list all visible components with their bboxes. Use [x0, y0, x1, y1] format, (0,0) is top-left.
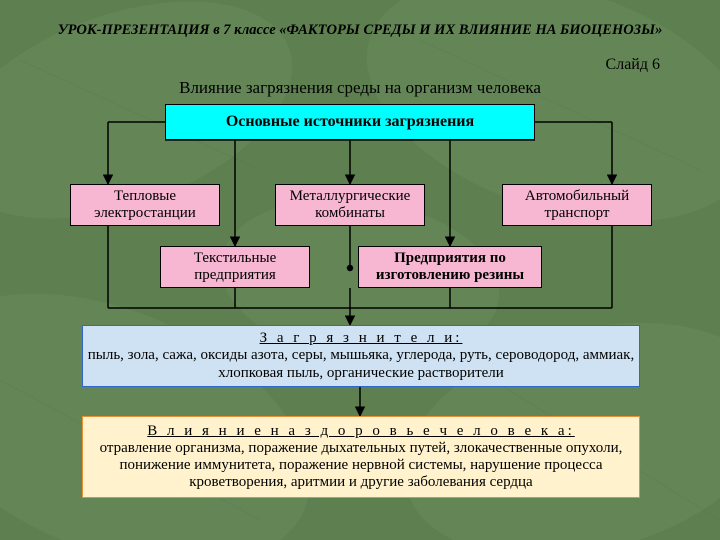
source-rubber: Предприятия по изготовлению резины	[358, 246, 542, 288]
slide-number: Слайд 6	[606, 56, 660, 74]
health-body: отравление организма, поражение дыхатель…	[87, 440, 635, 492]
source-textile: Текстильные предприятия	[160, 246, 310, 288]
source-metallurgy: Металлургические комбинаты	[275, 184, 425, 226]
source-auto: Автомобильный транспорт	[502, 184, 652, 226]
slide-subtitle: Влияние загрязнения среды на организм че…	[0, 78, 720, 98]
pollutants-box: З а г р я з н и т е л и: пыль, зола, саж…	[82, 325, 640, 387]
pollutants-body: пыль, зола, сажа, оксиды азота, серы, мы…	[87, 347, 635, 382]
health-box: В л и я н и е н а з д о р о в ь е ч е л …	[82, 416, 640, 498]
main-source-box: Основные источники загрязнения	[165, 104, 535, 140]
source-thermal: Тепловые электростанции	[70, 184, 220, 226]
lesson-title: УРОК-ПРЕЗЕНТАЦИЯ в 7 классе «ФАКТОРЫ СРЕ…	[0, 22, 720, 39]
health-header: В л и я н и е н а з д о р о в ь е ч е л …	[147, 423, 575, 440]
pollutants-header: З а г р я з н и т е л и:	[260, 330, 463, 347]
